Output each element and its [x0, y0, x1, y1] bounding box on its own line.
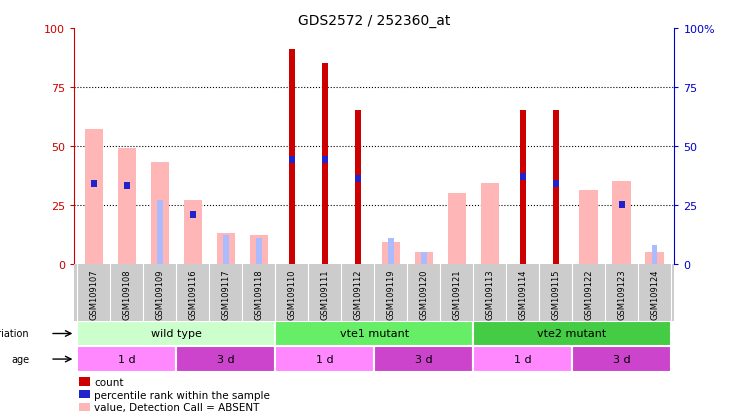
Bar: [124, 183, 130, 190]
Bar: [289, 157, 295, 164]
Text: 3 d: 3 d: [217, 354, 235, 364]
Bar: [355, 111, 361, 264]
Bar: [579, 191, 598, 264]
Bar: [481, 184, 499, 264]
Text: 1 d: 1 d: [514, 354, 531, 364]
Text: GSM109112: GSM109112: [353, 268, 362, 319]
Text: GSM109111: GSM109111: [320, 268, 329, 319]
Bar: [275, 347, 374, 372]
Text: GSM109124: GSM109124: [650, 268, 659, 319]
Bar: [519, 111, 525, 264]
Text: 1 d: 1 d: [316, 354, 333, 364]
Bar: [355, 176, 361, 183]
Bar: [223, 236, 229, 264]
Bar: [645, 252, 664, 264]
Legend: count, percentile rank within the sample, value, Detection Call = ABSENT, rank, : count, percentile rank within the sample…: [79, 377, 270, 413]
Bar: [572, 347, 671, 372]
Text: 1 d: 1 d: [118, 354, 136, 364]
Bar: [322, 64, 328, 264]
Title: GDS2572 / 252360_at: GDS2572 / 252360_at: [298, 14, 451, 28]
Text: GSM109123: GSM109123: [617, 268, 626, 319]
Text: GSM109116: GSM109116: [188, 268, 197, 319]
Bar: [190, 211, 196, 218]
Bar: [275, 321, 473, 347]
Text: GSM109115: GSM109115: [551, 268, 560, 319]
Bar: [613, 182, 631, 264]
Text: genotype/variation: genotype/variation: [0, 329, 29, 339]
Bar: [118, 149, 136, 264]
Text: wild type: wild type: [151, 329, 202, 339]
Bar: [176, 347, 275, 372]
Bar: [519, 173, 525, 180]
Bar: [322, 157, 328, 164]
Text: vte2 mutant: vte2 mutant: [537, 329, 607, 339]
Bar: [91, 180, 97, 188]
Bar: [84, 130, 103, 264]
Bar: [415, 252, 433, 264]
Bar: [382, 243, 399, 264]
Bar: [77, 321, 275, 347]
Text: GSM109117: GSM109117: [222, 268, 230, 319]
Text: 3 d: 3 d: [415, 354, 433, 364]
Text: age: age: [11, 354, 29, 364]
Bar: [289, 50, 295, 264]
Text: GSM109118: GSM109118: [254, 268, 263, 319]
Bar: [216, 233, 235, 264]
Text: 3 d: 3 d: [613, 354, 631, 364]
Bar: [77, 347, 176, 372]
Text: GSM109110: GSM109110: [288, 268, 296, 319]
Text: GSM109114: GSM109114: [518, 268, 527, 319]
Bar: [388, 238, 393, 264]
Text: GSM109122: GSM109122: [584, 268, 593, 319]
Bar: [374, 347, 473, 372]
Text: vte1 mutant: vte1 mutant: [339, 329, 409, 339]
Bar: [651, 245, 657, 264]
Bar: [448, 193, 466, 264]
Bar: [184, 200, 202, 264]
Bar: [553, 180, 559, 188]
Bar: [619, 202, 625, 209]
Text: GSM109119: GSM109119: [386, 268, 395, 319]
Text: GSM109109: GSM109109: [156, 268, 165, 319]
Text: GSM109107: GSM109107: [90, 268, 99, 319]
Text: GSM109120: GSM109120: [419, 268, 428, 319]
Bar: [473, 347, 572, 372]
Bar: [250, 236, 268, 264]
Text: GSM109113: GSM109113: [485, 268, 494, 319]
Bar: [421, 252, 427, 264]
Bar: [473, 321, 671, 347]
Bar: [553, 111, 559, 264]
Bar: [256, 238, 262, 264]
Text: GSM109108: GSM109108: [122, 268, 131, 319]
Bar: [150, 163, 169, 264]
Text: GSM109121: GSM109121: [452, 268, 461, 319]
Bar: [157, 200, 163, 264]
